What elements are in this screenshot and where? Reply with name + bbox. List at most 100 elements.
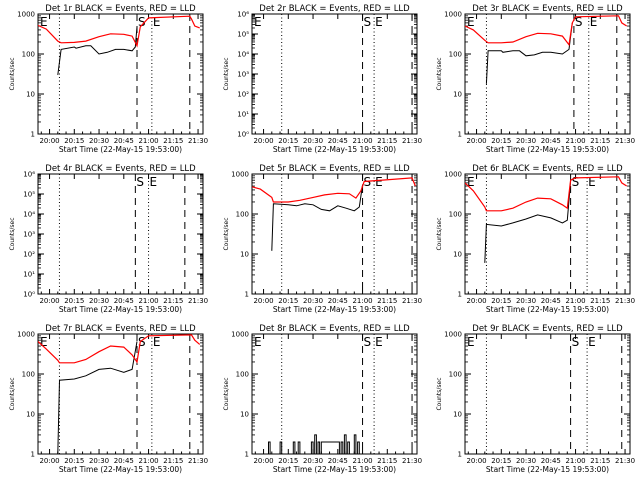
x-tick-label: 20:00: [39, 457, 59, 465]
marker-label-E: E: [150, 175, 158, 189]
plot-frame: [251, 173, 418, 295]
marker-label-S: S: [572, 335, 580, 349]
y-tick-label: 1000: [444, 171, 462, 179]
detector-panel-9: Det 9r BLACK = Events, RED = LLD 20:00 20:…: [436, 324, 635, 474]
y-tick-label: 10⁰: [237, 131, 249, 139]
marker-label-S: S: [138, 15, 146, 29]
y-tick-label: 10³: [23, 231, 35, 239]
marker-label-S: S: [572, 175, 580, 189]
marker-label-S: S: [364, 175, 372, 189]
x-tick-label: 21:30: [402, 137, 422, 145]
corner-label: E: [467, 335, 475, 349]
y-tick-label: 1: [458, 131, 462, 139]
y-tick-label: 10²: [23, 251, 35, 259]
corner-label: E: [40, 15, 48, 29]
y-tick-label: 10: [453, 411, 462, 419]
y-tick-label: 100: [236, 211, 249, 219]
corner-label: E: [254, 335, 262, 349]
panel-title: Det 7r BLACK = Events, RED = LLD: [45, 324, 196, 334]
x-tick-label: 20:45: [114, 297, 134, 305]
y-tick-label: 10⁴: [23, 211, 35, 219]
events-series-line: [263, 434, 360, 454]
plot-frame: [464, 13, 631, 135]
x-tick-label: 21:00: [565, 297, 585, 305]
y-tick-label: 100: [22, 51, 35, 59]
x-tick-label: 21:30: [615, 457, 635, 465]
panel-title: Det 4r BLACK = Events, RED = LLD: [45, 164, 196, 174]
marker-label-S: S: [364, 15, 372, 29]
x-tick-label: 20:45: [114, 137, 134, 145]
x-tick-label: 20:45: [541, 297, 561, 305]
x-tick-label: 21:15: [590, 457, 610, 465]
y-tick-label: 10³: [237, 71, 249, 79]
x-tick-label: 20:15: [64, 137, 84, 145]
corner-label: E: [254, 15, 262, 29]
y-tick-label: 10: [26, 91, 35, 99]
y-tick-label: 1000: [231, 171, 249, 179]
x-tick-label: 21:15: [590, 137, 610, 145]
y-axis-title: Counts/sec: [436, 57, 443, 90]
y-tick-label: 10⁴: [237, 51, 249, 59]
y-tick-label: 1: [245, 451, 249, 459]
x-axis-title: Start Time (22-May-15 19:53:00): [59, 145, 182, 154]
panel-title: Det 1r BLACK = Events, RED = LLD: [45, 4, 196, 14]
y-tick-label: 100: [449, 371, 462, 379]
y-tick-label: 1000: [231, 331, 249, 339]
x-tick-label: 20:00: [253, 297, 273, 305]
x-tick-label: 21:15: [377, 457, 397, 465]
detector-panel-3: Det 3r BLACK = Events, RED = LLD 20:00 20:…: [436, 4, 635, 154]
plot-frame: [37, 13, 204, 135]
x-tick-label: 20:30: [89, 457, 109, 465]
y-tick-label: 10⁶: [23, 171, 35, 179]
y-tick-label: 100: [449, 211, 462, 219]
y-axis-title: Counts/sec: [9, 217, 16, 250]
events-series-line: [57, 26, 138, 75]
x-tick-label: 20:30: [516, 137, 536, 145]
y-tick-label: 100: [449, 51, 462, 59]
y-axis-title: Counts/sec: [9, 57, 16, 90]
y-tick-label: 10: [240, 411, 249, 419]
y-tick-label: 10⁵: [23, 191, 35, 199]
x-tick-label: 20:00: [253, 137, 273, 145]
detector-panel-7: Det 7r BLACK = Events, RED = LLD 20:00 20:…: [9, 324, 208, 474]
x-axis-title: Start Time (22-May-15 19:53:00): [59, 305, 182, 314]
panel-title: Det 6r BLACK = Events, RED = LLD: [472, 164, 623, 174]
x-tick-label: 20:00: [39, 137, 59, 145]
marker-label-E: E: [588, 335, 596, 349]
marker-label-E: E: [153, 15, 161, 29]
x-tick-label: 20:15: [491, 457, 511, 465]
x-axis-title: Start Time (22-May-15 19:53:00): [486, 465, 609, 474]
events-series-line: [485, 22, 573, 84]
x-tick-label: 21:30: [188, 137, 208, 145]
x-tick-label: 21:00: [352, 297, 372, 305]
x-axis-title: Start Time (22-May-15 19:53:00): [273, 305, 396, 314]
lld-series-line: [252, 177, 416, 203]
x-tick-label: 20:15: [278, 457, 298, 465]
detector-panel-1: Det 1r BLACK = Events, RED = LLD 20:00 20:…: [9, 4, 208, 154]
y-tick-label: 10⁰: [23, 291, 35, 299]
x-axis-title: Start Time (22-May-15 19:53:00): [486, 305, 609, 314]
x-tick-label: 21:00: [138, 137, 158, 145]
y-axis-title: Counts/sec: [436, 217, 443, 250]
x-tick-label: 20:00: [466, 137, 486, 145]
x-tick-label: 20:00: [466, 457, 486, 465]
x-tick-label: 20:45: [328, 457, 348, 465]
marker-label-E: E: [375, 15, 383, 29]
lld-series-line: [38, 334, 201, 364]
corner-label: E: [467, 175, 475, 189]
x-tick-label: 21:00: [565, 457, 585, 465]
x-tick-label: 20:30: [89, 297, 109, 305]
y-tick-label: 1: [458, 291, 462, 299]
x-tick-label: 20:15: [278, 297, 298, 305]
y-axis-title: Counts/sec: [223, 377, 230, 410]
y-tick-label: 1000: [17, 331, 35, 339]
x-axis-title: Start Time (22-May-15 19:53:00): [486, 145, 609, 154]
detector-panel-8: Det 8r BLACK = Events, RED = LLD 20:00 20:…: [223, 324, 422, 474]
x-tick-label: 21:00: [565, 137, 585, 145]
x-tick-label: 20:30: [303, 137, 323, 145]
plot-frame: [251, 333, 418, 455]
x-tick-label: 20:45: [328, 137, 348, 145]
x-tick-label: 21:30: [402, 457, 422, 465]
x-tick-label: 21:30: [188, 457, 208, 465]
x-tick-label: 21:15: [377, 137, 397, 145]
